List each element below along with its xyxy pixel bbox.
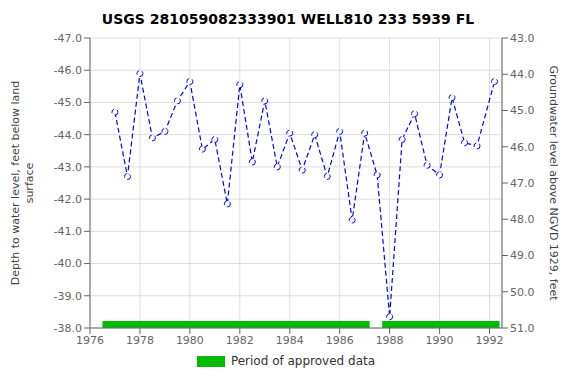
- svg-text:-38.0: -38.0: [54, 322, 82, 335]
- svg-text:1990: 1990: [426, 334, 454, 347]
- svg-text:50.0: 50.0: [510, 286, 535, 299]
- svg-text:1986: 1986: [326, 334, 354, 347]
- svg-text:1984: 1984: [276, 334, 304, 347]
- svg-text:-43.0: -43.0: [54, 161, 82, 174]
- svg-text:48.0: 48.0: [510, 213, 535, 226]
- svg-text:47.0: 47.0: [510, 177, 535, 190]
- svg-text:-45.0: -45.0: [54, 96, 82, 109]
- svg-text:1978: 1978: [126, 334, 154, 347]
- svg-text:-47.0: -47.0: [54, 32, 82, 45]
- svg-text:46.0: 46.0: [510, 141, 535, 154]
- svg-text:-46.0: -46.0: [54, 64, 82, 77]
- svg-text:-40.0: -40.0: [54, 257, 82, 270]
- svg-text:44.0: 44.0: [510, 68, 535, 81]
- svg-text:Depth to water level, feet bel: Depth to water level, feet below landsur…: [9, 81, 35, 286]
- svg-text:1980: 1980: [176, 334, 204, 347]
- svg-text:-39.0: -39.0: [54, 290, 82, 303]
- svg-text:49.0: 49.0: [510, 249, 535, 262]
- svg-text:51.0: 51.0: [510, 322, 535, 335]
- svg-text:1992: 1992: [476, 334, 504, 347]
- svg-text:-41.0: -41.0: [54, 225, 82, 238]
- svg-text:-42.0: -42.0: [54, 193, 82, 206]
- svg-text:1988: 1988: [376, 334, 404, 347]
- svg-text:1982: 1982: [226, 334, 254, 347]
- html-text:USGS 281059082333901 WELL810 2: USGS 281059082333901 WELL810 233 5939 FL: [101, 11, 475, 27]
- html-text:Period of approved data: Period of approved data: [230, 354, 376, 368]
- svg-text:45.0: 45.0: [510, 104, 535, 117]
- svg-text:43.0: 43.0: [510, 32, 535, 45]
- svg-text:1976: 1976: [76, 334, 104, 347]
- svg-text:Groundwater level above NGVD 1: Groundwater level above NGVD 1929, feet: [547, 65, 560, 301]
- svg-text:-44.0: -44.0: [54, 129, 82, 142]
